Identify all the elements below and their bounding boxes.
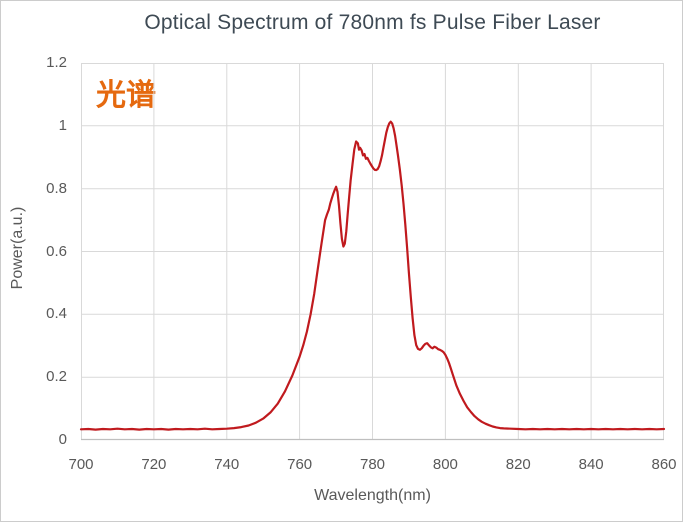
y-axis-title: Power(a.u.) [9,206,26,290]
x-tick-label: 740 [214,456,240,473]
x-tick-label: 800 [432,456,458,473]
y-tick-label: 0.2 [46,368,67,386]
y-tick-label: 1 [58,116,67,134]
x-tick-label: 860 [651,456,677,473]
chart-annotation: 光谱 [96,79,156,112]
y-tick-label: 0.4 [46,305,67,323]
y-tick-label: 0.8 [46,179,67,197]
x-tick-label: 700 [68,456,94,473]
chart-title: Optical Spectrum of 780nm fs Pulse Fiber… [144,11,601,34]
y-tick-label: 1.2 [46,54,67,71]
x-tick-label: 720 [141,456,167,473]
x-tick-label: 840 [578,456,604,473]
x-tick-label: 820 [505,456,531,473]
spectrum-line [79,120,666,431]
x-tick-label: 760 [287,456,313,473]
x-axis-title: Wavelength(nm) [314,487,431,504]
y-tick-label: 0 [58,431,67,448]
plot-area [79,63,666,441]
x-tick-label: 780 [359,456,386,473]
